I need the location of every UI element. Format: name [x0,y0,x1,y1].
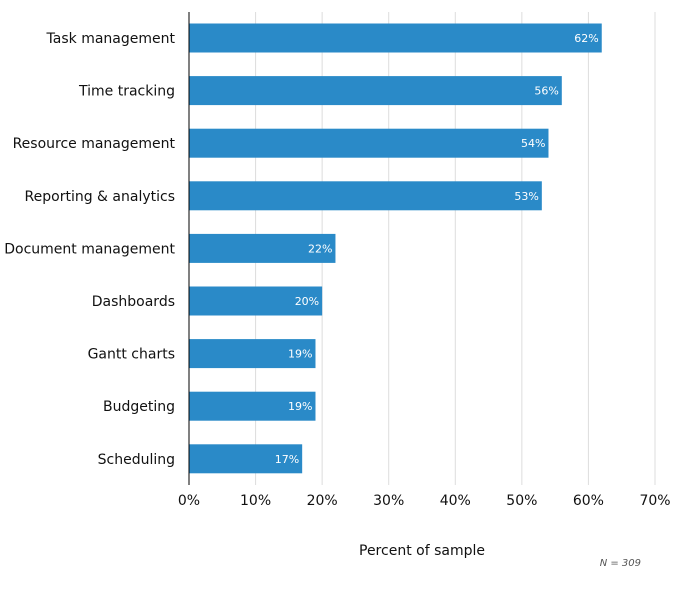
bar [189,23,602,53]
bar [189,233,336,263]
x-tick-labels: 0% 10% 20% 30% 40% 50% 60% 70% [178,493,671,509]
category-label: Budgeting [103,399,175,415]
category-label: Time tracking [78,84,175,100]
bars [189,23,602,474]
bar [189,76,562,106]
x-tick-label: 0% [178,493,200,509]
category-label: Scheduling [98,452,175,468]
x-tick-label: 50% [506,493,537,509]
sample-size-note: N = 309 [600,558,641,569]
value-label: 56% [534,85,558,98]
bar [189,391,316,421]
value-label: 62% [574,32,598,45]
category-label: Dashboards [92,294,175,310]
value-label: 17% [275,453,299,466]
category-label: Gantt charts [88,347,175,363]
x-tick-label: 10% [240,493,271,509]
bar [189,339,316,369]
x-tick-label: 70% [639,493,670,509]
value-label: 19% [288,400,312,413]
value-label: 22% [308,242,332,255]
value-label: 19% [288,348,312,361]
bar [189,444,303,474]
category-label: Reporting & analytics [25,189,175,205]
value-label: 20% [295,295,319,308]
value-label: 54% [521,137,545,150]
x-tick-label: 40% [440,493,471,509]
value-label: 53% [514,190,538,203]
category-label: Resource management [13,136,176,152]
bar [189,181,542,211]
x-axis-title: Percent of sample [359,543,485,559]
category-label: Document management [4,241,175,257]
bar [189,128,549,158]
bar [189,286,323,316]
category-labels: Task management Time tracking Resource man… [4,31,175,468]
x-tick-label: 30% [373,493,404,509]
x-tick-label: 20% [307,493,338,509]
x-tick-label: 60% [573,493,604,509]
category-label: Task management [46,31,176,47]
value-labels: 62% 56% 54% 53% 22% 20% 19% 19% 17% [275,32,599,466]
